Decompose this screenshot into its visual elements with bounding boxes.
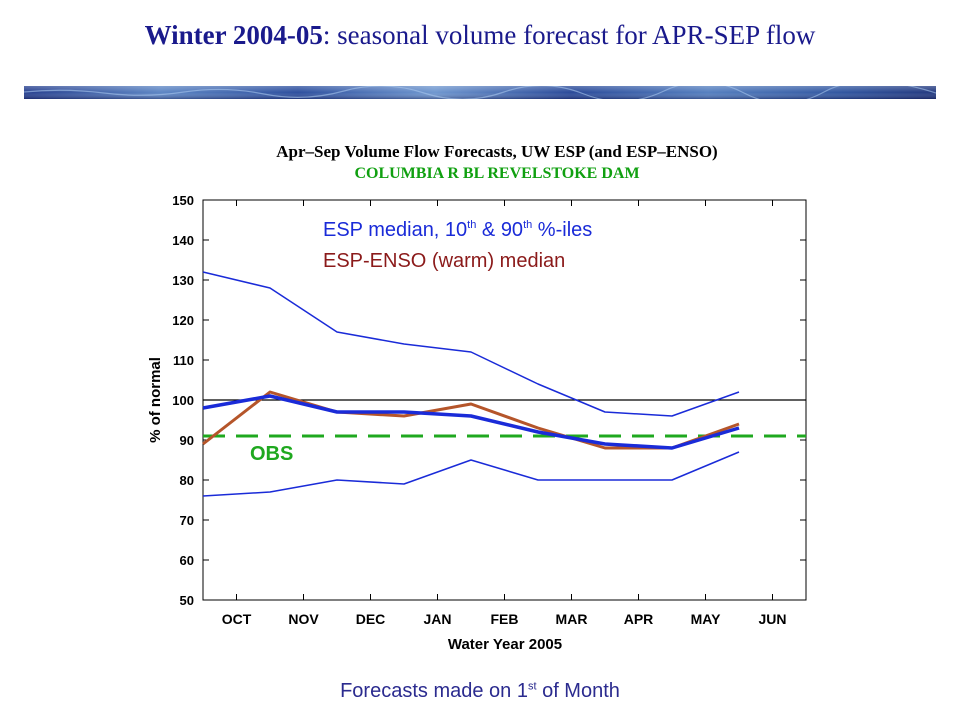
y-tick-label: 140 [172,233,194,248]
x-tick-label: MAY [691,611,721,627]
obs-label: OBS [250,443,293,465]
y-tick-label: 80 [180,473,194,488]
legend-esp-post: %-iles [532,219,592,241]
x-tick-label: JUN [758,611,786,627]
x-axis: OCT NOV DEC JAN FEB MAR APR MAY JUN [222,200,787,627]
x-tick-label: FEB [491,611,519,627]
y-tick-label: 60 [180,553,194,568]
legend-enso: ESP-ENSO (warm) median [323,250,565,272]
caption: Forecasts made on 1st of Month [0,680,960,703]
y-tick-label: 50 [180,593,194,608]
water-banner [24,86,936,99]
x-tick-label: NOV [288,611,319,627]
esp-median-line [202,394,740,450]
caption-post: of Month [536,680,620,702]
y-axis: 50 60 70 80 90 100 110 120 130 140 150 [172,193,806,608]
x-tick-label: MAR [556,611,588,627]
series-lines [202,271,740,497]
legend-esp-pre: ESP median, 10 [323,219,467,241]
chart-title: Apr–Sep Volume Flow Forecasts, UW ESP (a… [276,142,717,161]
legend-esp-mid: & 90 [476,219,523,241]
y-tick-label: 120 [172,313,194,328]
y-tick-label: 130 [172,273,194,288]
legend-esp-sup2: th [523,219,532,231]
y-axis-label: % of normal [147,357,164,443]
chart-subtitle: COLUMBIA R BL REVELSTOKE DAM [354,165,639,182]
y-tick-label: 70 [180,513,194,528]
esp-p10-line [202,451,740,497]
slide-title: Winter 2004-05: seasonal volume forecast… [0,20,960,51]
y-tick-label: 110 [173,353,194,368]
legend-esp-sup1: th [467,219,476,231]
y-tick-label: 100 [172,393,194,408]
x-tick-label: APR [624,611,654,627]
y-tick-label: 150 [172,193,194,208]
x-tick-label: JAN [423,611,451,627]
x-tick-label: DEC [356,611,386,627]
esp-p90-line [202,271,740,417]
caption-pre: Forecasts made on 1 [340,680,528,702]
y-tick-label: 90 [180,433,194,448]
caption-sup: st [527,680,537,693]
x-tick-label: OCT [222,611,252,627]
legend-esp: ESP median, 10th & 90th %-iles [323,219,592,241]
x-axis-label: Water Year 2005 [448,636,562,653]
slide-title-bold: Winter 2004-05 [144,20,323,50]
slide-title-rest: : seasonal volume forecast for APR-SEP f… [322,20,816,50]
